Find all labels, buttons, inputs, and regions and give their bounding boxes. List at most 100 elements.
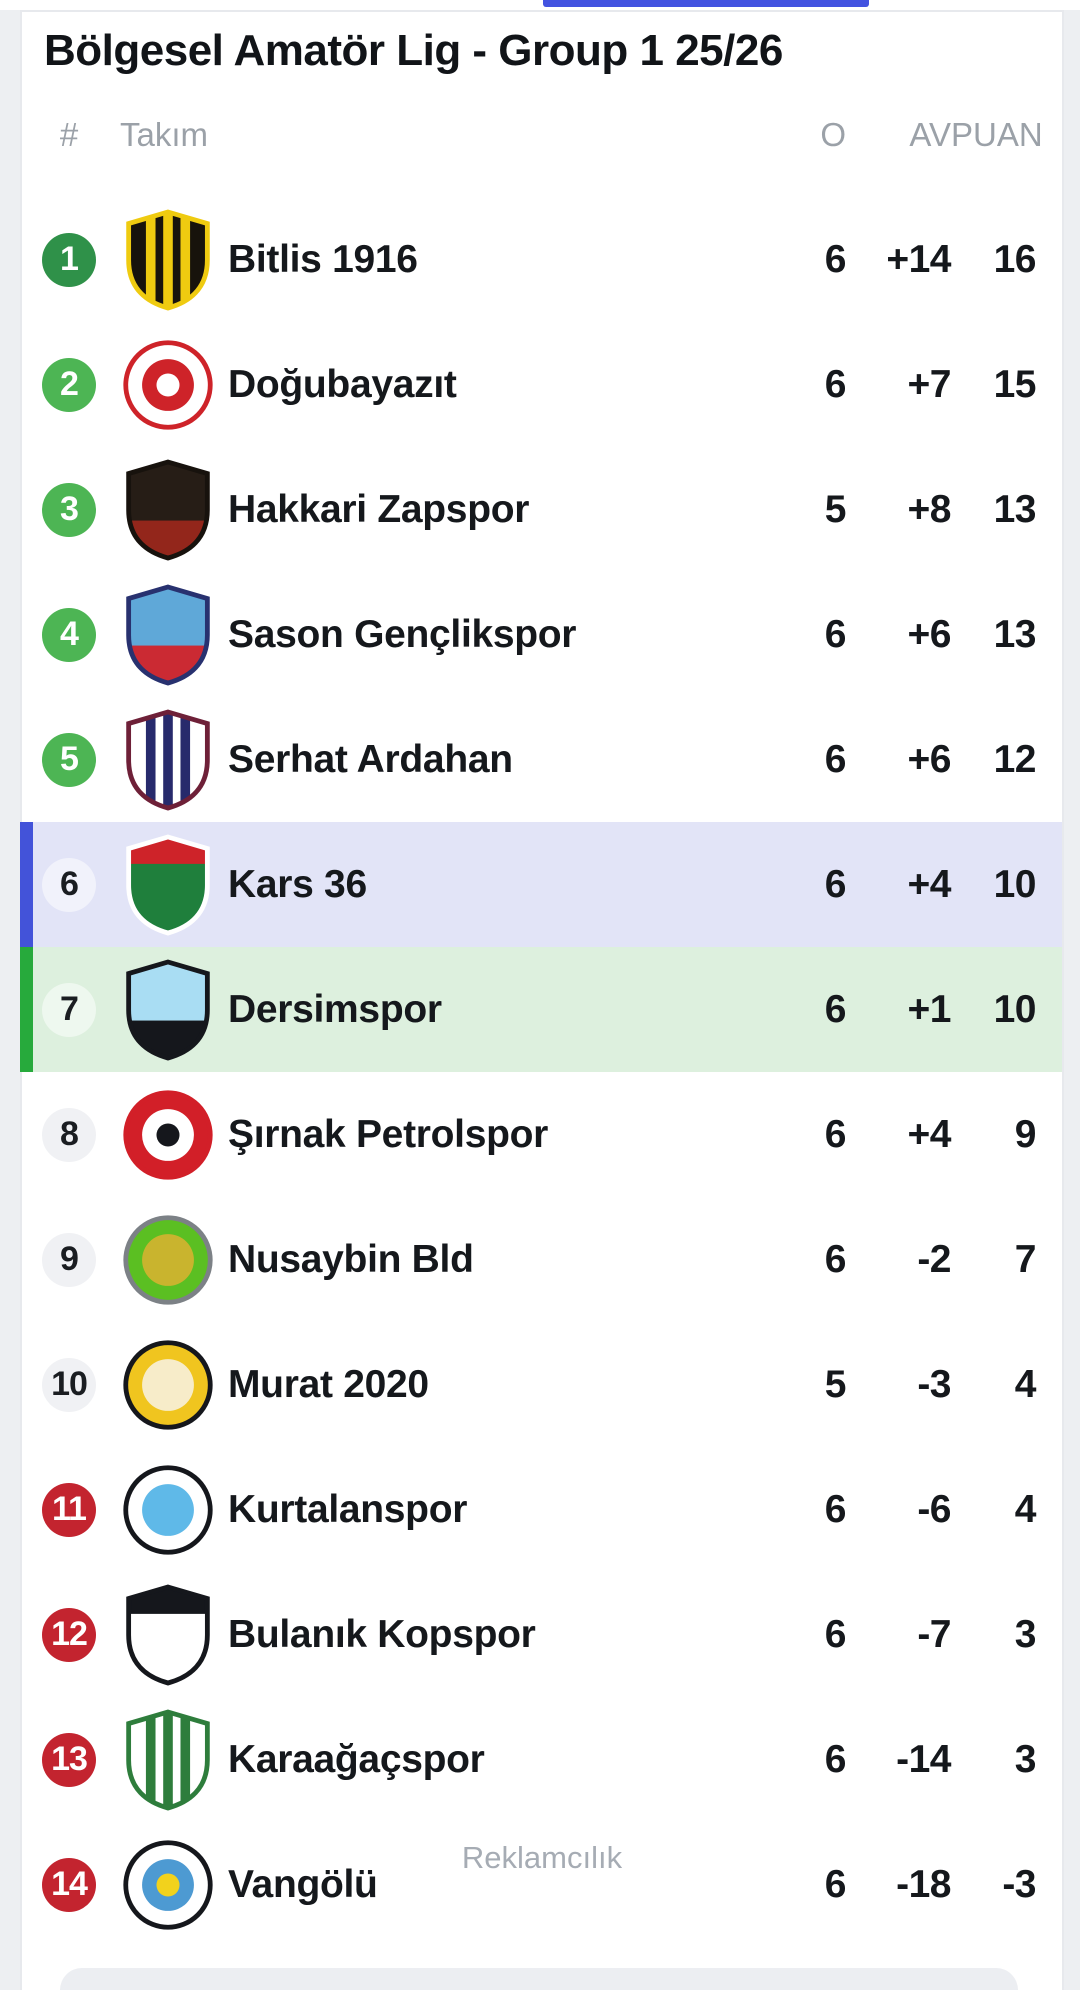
highlight-border (20, 947, 33, 1072)
position-badge: 1 (42, 232, 96, 287)
points-value: 16 (993, 237, 1037, 281)
points-value: 15 (993, 362, 1037, 406)
goal-diff-value: -3 (917, 1362, 951, 1406)
goal-diff-value: -18 (896, 1862, 951, 1906)
column-played: O (820, 116, 846, 153)
team-name: Sason Gençlikspor (228, 612, 577, 656)
position-badge: 13 (42, 1732, 96, 1787)
played-value: 6 (824, 987, 847, 1031)
points-value: 10 (993, 862, 1037, 906)
goal-diff-value: -14 (896, 1737, 951, 1781)
team-name: Dersimspor (228, 987, 442, 1031)
top-strip (0, 0, 1080, 10)
played-value: 5 (824, 1362, 847, 1406)
goal-diff-value: +6 (907, 737, 952, 781)
murat-2020-crest-icon (120, 1331, 216, 1439)
points-value: 13 (993, 612, 1037, 656)
points-value: 3 (1014, 1737, 1037, 1781)
sirnak-petrolspor-crest-icon (120, 1081, 216, 1189)
position-badge: 3 (42, 482, 96, 537)
vangolu-crest-icon (120, 1831, 216, 1939)
goal-diff-value: +8 (907, 487, 952, 531)
table-row[interactable]: 5 Serhat Ardahan 6 +6 12 (22, 697, 1062, 822)
table-row[interactable]: 11 Kurtalanspor 6 -6 4 (22, 1447, 1062, 1572)
played-value: 6 (824, 237, 847, 281)
goal-diff-value: +4 (907, 1112, 952, 1156)
team-name: Serhat Ardahan (228, 737, 513, 781)
position-badge: 8 (42, 1107, 96, 1162)
team-name: Kars 36 (228, 862, 367, 906)
dersimspor-crest-icon (120, 956, 216, 1064)
played-value: 6 (824, 362, 847, 406)
points-value: 13 (993, 487, 1037, 531)
table-row[interactable]: 8 Şırnak Petrolspor 6 +4 9 (22, 1072, 1062, 1197)
table-header: # Takım O AV PUAN (22, 107, 1062, 163)
played-value: 6 (824, 1237, 847, 1281)
played-value: 6 (824, 1112, 847, 1156)
played-value: 6 (824, 612, 847, 656)
played-value: 6 (824, 1862, 847, 1906)
table-row[interactable]: 2 Doğubayazıt 6 +7 15 (22, 322, 1062, 447)
team-name: Murat 2020 (228, 1362, 429, 1406)
table-row[interactable]: 14 Vangölü 6 -18 -3 (22, 1822, 1062, 1947)
column-points: PUAN (951, 116, 1043, 153)
played-value: 6 (824, 1737, 847, 1781)
kurtalanspor-crest-icon (120, 1456, 216, 1564)
position-badge: 9 (42, 1232, 96, 1287)
played-value: 5 (824, 487, 847, 531)
table-row[interactable]: 12 Bulanık Kopspor 6 -7 3 (22, 1572, 1062, 1697)
table-row[interactable]: 1 Bitlis 1916 6 +14 16 (22, 197, 1062, 322)
goal-diff-value: +7 (907, 362, 952, 406)
table-row[interactable]: 10 Murat 2020 5 -3 4 (22, 1322, 1062, 1447)
hakkari-zapspor-crest-icon (120, 456, 216, 564)
sason-genclikspor-crest-icon (120, 581, 216, 689)
table-row[interactable]: 7 Dersimspor 6 +1 10 (20, 947, 1062, 1072)
standings-rows: 1 Bitlis 1916 6 +14 16 2 Doğubayazıt 6 +7 15 3 Hakk… (20, 197, 1062, 1947)
page-title: Bölgesel Amatör Lig - Group 1 25/26 (44, 26, 783, 75)
table-row[interactable]: 13 Karaağaçspor 6 -14 3 (22, 1697, 1062, 1822)
scroll-indicator (543, 0, 869, 7)
table-row[interactable]: 3 Hakkari Zapspor 5 +8 13 (22, 447, 1062, 572)
team-name: Şırnak Petrolspor (228, 1112, 549, 1156)
dogubayazit-crest-icon (120, 331, 216, 439)
points-value: 10 (993, 987, 1037, 1031)
points-value: 12 (993, 737, 1037, 781)
bitlis-1916-crest-icon (120, 206, 216, 314)
table-row[interactable]: 6 Kars 36 6 +4 10 (20, 822, 1062, 947)
highlight-border (20, 822, 33, 947)
table-row[interactable]: 9 Nusaybin Bld 6 -2 7 (22, 1197, 1062, 1322)
played-value: 6 (824, 862, 847, 906)
table-row[interactable]: 4 Sason Gençlikspor 6 +6 13 (22, 572, 1062, 697)
bulanik-kopspor-crest-icon (120, 1581, 216, 1689)
position-badge: 2 (42, 357, 96, 412)
position-badge: 6 (42, 857, 96, 912)
position-badge: 7 (42, 982, 96, 1037)
goal-diff-value: +1 (907, 987, 952, 1031)
goal-diff-value: -7 (917, 1612, 951, 1656)
position-badge: 10 (42, 1357, 96, 1412)
team-name: Bulanık Kopspor (228, 1612, 536, 1656)
bottom-sheet-handle[interactable] (60, 1968, 1018, 1990)
points-value: 9 (1014, 1112, 1037, 1156)
position-badge: 12 (42, 1607, 96, 1662)
points-value: 3 (1014, 1612, 1037, 1656)
played-value: 6 (824, 1487, 847, 1531)
column-goal-diff: AV (909, 116, 951, 153)
kars-36-crest-icon (120, 831, 216, 939)
goal-diff-value: +6 (907, 612, 952, 656)
team-name: Hakkari Zapspor (228, 487, 530, 531)
team-name: Nusaybin Bld (228, 1237, 474, 1281)
karaagacspor-crest-icon (120, 1706, 216, 1814)
played-value: 6 (824, 1612, 847, 1656)
position-badge: 4 (42, 607, 96, 662)
nusaybin-bld-crest-icon (120, 1206, 216, 1314)
goal-diff-value: +4 (907, 862, 952, 906)
position-badge: 14 (42, 1857, 96, 1912)
goal-diff-value: -2 (917, 1237, 951, 1281)
points-value: 4 (1014, 1487, 1037, 1531)
team-name: Doğubayazıt (228, 362, 457, 406)
column-position: # (59, 116, 79, 153)
points-value: 7 (1014, 1237, 1037, 1281)
position-badge: 5 (42, 732, 96, 787)
